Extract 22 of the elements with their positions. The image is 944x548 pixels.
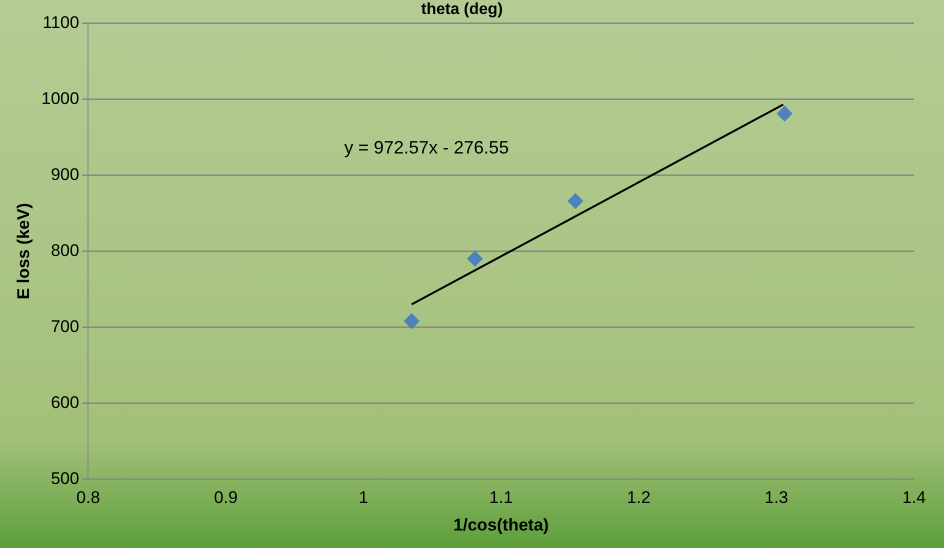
point (776, 106, 793, 122)
chart-title: theta (deg) (421, 1, 503, 18)
x-tick-label: 0.9 (214, 488, 238, 508)
annotation: y = 972.57x - 276.55 (344, 138, 509, 158)
y-tick-label: 700 (50, 316, 80, 336)
x-tick-label: 1.1 (489, 488, 513, 508)
y-tick-label: 900 (50, 164, 80, 184)
point (404, 313, 420, 330)
x-tick-label: 0.8 (76, 488, 100, 508)
x-tick-label: 1 (358, 488, 368, 508)
y-tick-label: 800 (50, 240, 80, 260)
y-tick-label: 600 (50, 392, 80, 412)
point (466, 250, 483, 267)
y-tick-label: 500 (50, 468, 80, 488)
y-tick-label: 1100 (42, 12, 80, 32)
x-tick-label: 1.2 (626, 488, 651, 508)
y-tick-label: 1000 (41, 88, 80, 108)
x-tick-label: 1.3 (764, 488, 788, 508)
y-axis-title: E loss (keV) (14, 203, 33, 300)
x-axis-title: 1/cos(theta) (453, 515, 549, 534)
x-tick-label: 1.4 (902, 488, 926, 508)
point (567, 193, 584, 210)
